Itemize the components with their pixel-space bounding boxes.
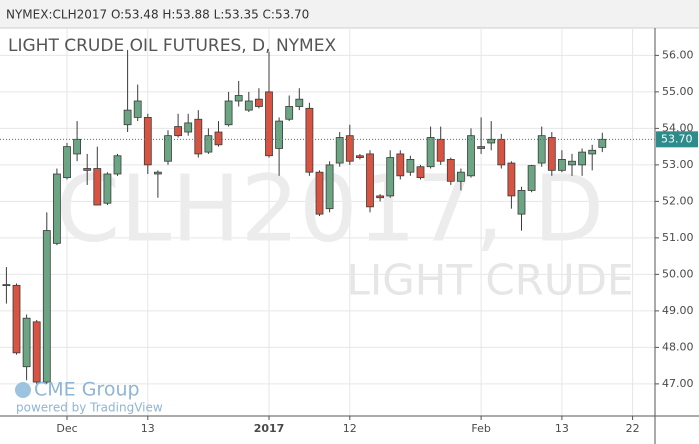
candle-body <box>164 135 172 162</box>
candle-body <box>507 162 516 197</box>
candle-body <box>325 164 334 210</box>
candle-body <box>547 137 556 171</box>
y-tick-label: 52.00 <box>662 194 694 207</box>
candle-body <box>234 95 243 102</box>
candle-body <box>315 171 324 215</box>
y-tick-label: 53.00 <box>662 158 694 171</box>
candle-body <box>578 151 586 166</box>
x-tick-label: 13 <box>141 422 155 435</box>
candle-body <box>2 284 11 286</box>
candle-body <box>487 138 496 144</box>
y-tick-label: 50.00 <box>662 267 694 280</box>
candle-body <box>497 138 506 166</box>
powered-by: powered by TradingView <box>16 401 163 415</box>
symbol-header: NYMEX:CLH2017 O:53.48 H:53.88 L:53.35 C:… <box>6 8 309 22</box>
y-tick-label: 47.00 <box>662 377 694 390</box>
candle-body <box>467 135 475 177</box>
candle-body <box>386 157 395 197</box>
candle-body <box>32 321 41 383</box>
candle-body <box>53 173 61 244</box>
candle-body <box>174 126 183 137</box>
candle-body <box>406 159 415 173</box>
candle-body <box>194 118 203 155</box>
candle-body <box>93 168 102 206</box>
last-price-label: 53.70 <box>661 132 693 145</box>
candle-body <box>83 168 92 171</box>
candle-body <box>224 100 233 126</box>
candle-body <box>416 166 425 179</box>
candle-body <box>598 138 607 148</box>
candle-body <box>366 153 374 208</box>
candle-body <box>568 160 576 166</box>
x-tick-label: Feb <box>471 422 490 435</box>
candle-body <box>477 146 486 149</box>
watermark-name: LIGHT CRUDE <box>346 256 633 305</box>
candle-body <box>275 120 284 149</box>
candle-body <box>63 146 71 179</box>
candle-body <box>103 173 112 204</box>
candle-body <box>376 195 385 199</box>
candle-body <box>588 149 597 155</box>
last-price-box <box>656 131 698 148</box>
candle-body <box>345 135 354 162</box>
y-tick-label: 56.00 <box>662 48 694 61</box>
candle-body <box>42 230 51 383</box>
candle-body <box>12 284 21 354</box>
candle-body <box>517 190 526 215</box>
candle-body <box>426 137 435 168</box>
cme-logo: CME Group <box>34 379 140 401</box>
candle-body <box>244 100 253 111</box>
candle-body <box>305 107 314 173</box>
header-bar <box>0 0 699 28</box>
x-tick-label: 13 <box>555 422 569 435</box>
candle-body <box>73 138 81 155</box>
candle-body <box>22 317 31 368</box>
cme-logo-icon <box>15 382 31 398</box>
candle-body <box>113 155 122 175</box>
candle-body <box>285 106 294 120</box>
candle-body <box>254 98 263 107</box>
candle-body <box>214 131 223 146</box>
candle-body <box>396 153 405 177</box>
candle-body <box>133 100 142 118</box>
candle-body <box>558 159 566 171</box>
x-tick-label: 22 <box>626 422 640 435</box>
x-tick-label: 12 <box>343 422 357 435</box>
candle-body <box>204 135 213 153</box>
candle-body <box>143 117 152 166</box>
candle-body <box>527 165 536 191</box>
candle-body <box>436 138 445 162</box>
candle-body <box>153 171 162 175</box>
x-tick-label: 2017 <box>254 422 285 435</box>
candle-body <box>456 171 465 182</box>
candle-body <box>123 109 132 126</box>
x-tick-label: Dec <box>56 422 77 435</box>
chart-title: LIGHT CRUDE OIL FUTURES, D, NYMEX <box>8 36 336 56</box>
candle-body <box>184 122 193 133</box>
candle-body <box>265 91 273 157</box>
y-tick-label: 54.00 <box>662 121 694 134</box>
candle-body <box>335 137 344 164</box>
candle-body <box>446 159 455 182</box>
candle-body <box>537 135 546 164</box>
y-tick-label: 51.00 <box>662 231 694 244</box>
candle-body <box>295 98 304 107</box>
y-tick-label: 48.00 <box>662 340 694 353</box>
y-tick-label: 49.00 <box>662 304 694 317</box>
candle-body <box>355 155 364 158</box>
y-tick-label: 55.00 <box>662 85 694 98</box>
